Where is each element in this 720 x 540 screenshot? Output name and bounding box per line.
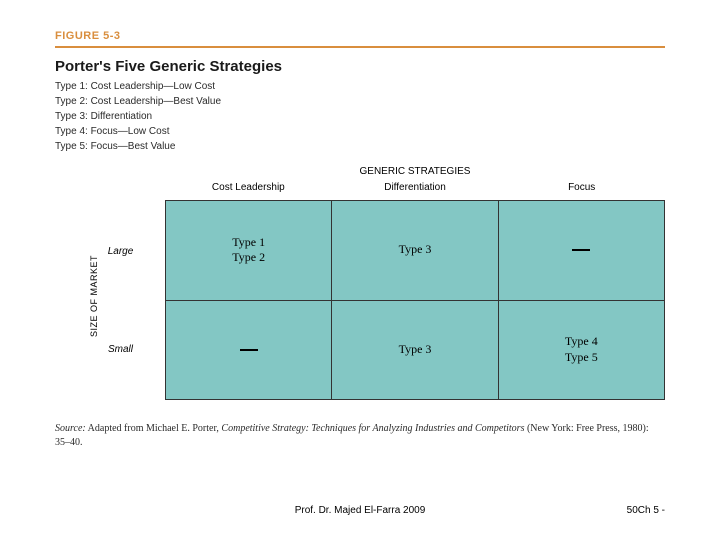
type-item: Type 3: Differentiation — [55, 109, 665, 124]
footer-author: Prof. Dr. Majed El-Farra 2009 — [0, 505, 720, 516]
matrix-row: Type 3 Type 4Type 5 — [166, 301, 664, 400]
source-text: Adapted from Michael E. Porter, — [86, 423, 222, 434]
source-italic: Competitive Strategy: Techniques for Ana… — [221, 423, 524, 434]
row-label: Large — [83, 202, 158, 300]
col-header: Cost Leadership — [165, 182, 332, 193]
type-item: Type 2: Cost Leadership—Best Value — [55, 94, 665, 109]
row-labels: Large Small — [83, 202, 158, 398]
empty-cell-dash — [240, 349, 258, 351]
matrix-cell: Type 1Type 2 — [166, 201, 332, 300]
matrix-cell: Type 3 — [332, 301, 498, 400]
type-item: Type 1: Cost Leadership—Low Cost — [55, 79, 665, 94]
type-list: Type 1: Cost Leadership—Low Cost Type 2:… — [55, 79, 665, 154]
matrix-cell: Type 4Type 5 — [499, 301, 664, 400]
row-label: Small — [83, 300, 158, 398]
column-headers: Cost Leadership Differentiation Focus — [165, 182, 665, 193]
matrix-grid: Type 1Type 2 Type 3 Type 3 Type 4Type 5 — [165, 200, 665, 400]
page-title: Porter's Five Generic Strategies — [55, 58, 665, 75]
empty-cell-dash — [572, 249, 590, 251]
source-citation: Source: Adapted from Michael E. Porter, … — [55, 422, 665, 450]
matrix-cell — [166, 301, 332, 400]
matrix-cell: Type 3 — [332, 201, 498, 300]
col-header: Focus — [498, 182, 665, 193]
figure-label: FIGURE 5-3 — [55, 30, 665, 48]
type-item: Type 5: Focus—Best Value — [55, 139, 665, 154]
matrix-cell — [499, 201, 664, 300]
source-label: Source: — [55, 423, 86, 434]
matrix: GENERIC STRATEGIES Cost Leadership Diffe… — [75, 166, 665, 416]
matrix-row: Type 1Type 2 Type 3 — [166, 201, 664, 301]
col-header: Differentiation — [332, 182, 499, 193]
matrix-top-label: GENERIC STRATEGIES — [120, 166, 710, 177]
type-item: Type 4: Focus—Low Cost — [55, 124, 665, 139]
footer-page: 50Ch 5 - — [627, 505, 665, 516]
